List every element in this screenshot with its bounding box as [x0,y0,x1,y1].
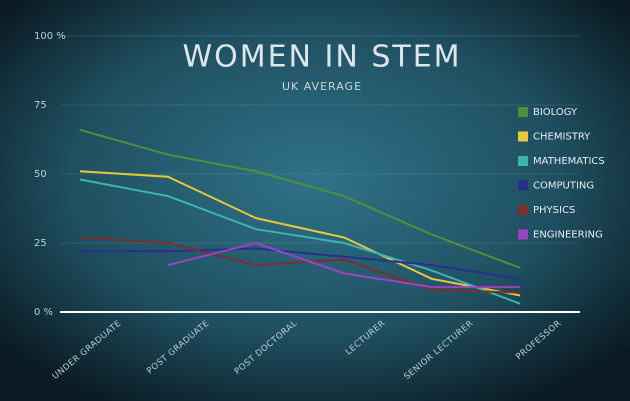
legend-label: CHEMISTRY [533,132,591,143]
y-tick-label: 50 [34,169,47,180]
legend-swatch [518,107,528,117]
series-line [79,178,521,305]
legend-label: BIOLOGY [533,107,578,118]
legend-swatch [518,131,528,142]
y-tick-label: 25 [34,238,47,249]
legend-swatch [518,156,528,166]
series-line [167,241,520,289]
y-tick-label: 0 % [34,307,53,318]
y-tick-label: 75 [34,100,47,111]
series-line [80,247,521,280]
legend-label: MATHEMATICS [533,156,605,167]
series-line [79,170,521,297]
series-line [79,236,521,294]
y-tick-label: 100 % [34,31,66,42]
legend-swatch [518,180,528,191]
chart-subtitle: UK AVERAGE [282,80,362,93]
legend-swatch [518,229,528,240]
legend-swatch [518,205,528,215]
legend-label: PHYSICS [533,205,575,216]
legend-label: ENGINEERING [533,230,603,241]
legend-label: COMPUTING [533,181,594,192]
series-line [79,128,521,269]
chart-title: WOMEN IN STEM [182,40,461,75]
